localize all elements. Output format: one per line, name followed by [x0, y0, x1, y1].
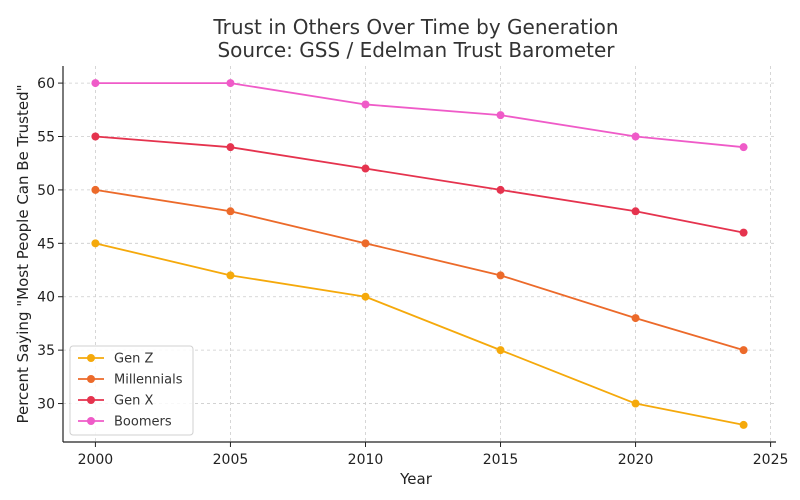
data-point-gen-z	[496, 346, 505, 355]
data-point-boomers	[91, 79, 100, 88]
data-point-gen-z	[631, 399, 640, 408]
data-point-millennials	[361, 239, 370, 248]
gridlines	[63, 66, 776, 442]
series-lines	[91, 79, 748, 429]
data-point-millennials	[91, 185, 100, 194]
data-point-millennials	[496, 271, 505, 280]
legend-label: Boomers	[114, 415, 172, 430]
y-tick-label: 35	[37, 343, 55, 359]
legend-box	[69, 345, 194, 436]
x-tick-label: 2000	[78, 452, 114, 468]
data-point-boomers	[739, 143, 748, 152]
y-tick-label: 60	[37, 76, 55, 92]
chart-title: Trust in Others Over Time by Generation	[212, 15, 618, 39]
data-point-gen-x	[91, 132, 100, 141]
data-point-gen-x	[739, 228, 748, 237]
legend-item-boomers: Boomers	[78, 415, 172, 430]
x-tick-label: 2010	[348, 452, 384, 468]
legend-item-gen-z: Gen Z	[78, 352, 153, 367]
y-tick-label: 50	[37, 183, 55, 199]
x-tick-label: 2005	[213, 452, 249, 468]
x-tick-label: 2020	[618, 452, 654, 468]
x-tick-label: 2025	[753, 452, 789, 468]
legend-swatch-marker	[87, 354, 95, 362]
series-line-gen-z	[95, 242, 744, 426]
legend-item-gen-x: Gen X	[78, 394, 153, 409]
series-boomers	[91, 79, 748, 152]
data-point-gen-z	[91, 239, 100, 248]
x-tick-label: 2015	[483, 452, 519, 468]
legend-swatch-marker	[87, 375, 95, 383]
series-gen-z	[91, 239, 748, 429]
series-gen-x	[91, 132, 748, 237]
axes	[62, 66, 776, 443]
y-axis-label: Percent Saying "Most People Can Be Trust…	[14, 84, 32, 423]
legend-label: Millennials	[114, 373, 183, 388]
y-tick-label: 55	[37, 130, 55, 146]
legend-label: Gen X	[114, 394, 153, 409]
y-tick-label: 40	[37, 290, 55, 306]
axis-ticks: 2000 2005 2010 2015 2020 2025 30 35 40 45 50 55 60	[37, 76, 788, 468]
series-line-gen-x	[95, 135, 744, 234]
legend-label: Gen Z	[114, 352, 153, 367]
data-point-gen-z	[361, 292, 370, 301]
data-point-gen-z	[739, 420, 748, 429]
x-axis-label: Year	[399, 470, 433, 488]
data-point-gen-x	[361, 164, 370, 173]
data-point-boomers	[361, 100, 370, 109]
data-point-millennials	[739, 346, 748, 355]
data-point-boomers	[496, 111, 505, 120]
legend-item-millennials: Millennials	[78, 373, 183, 388]
data-point-gen-x	[631, 207, 640, 216]
data-point-millennials	[631, 314, 640, 323]
legend: Gen Z Millennials Gen X Boomers	[69, 345, 194, 436]
data-point-boomers	[226, 79, 235, 88]
y-tick-label: 45	[37, 236, 55, 252]
data-point-gen-x	[226, 143, 235, 152]
series-millennials	[91, 185, 748, 355]
data-point-gen-x	[496, 185, 505, 194]
data-point-boomers	[631, 132, 640, 141]
chart-subtitle: Source: GSS / Edelman Trust Barometer	[217, 38, 615, 62]
data-point-gen-z	[226, 271, 235, 280]
legend-swatch-marker	[87, 396, 95, 404]
series-line-millennials	[95, 189, 744, 351]
y-tick-label: 30	[37, 397, 55, 413]
series-line-boomers	[95, 82, 744, 149]
legend-swatch-marker	[87, 417, 95, 425]
data-point-millennials	[226, 207, 235, 216]
